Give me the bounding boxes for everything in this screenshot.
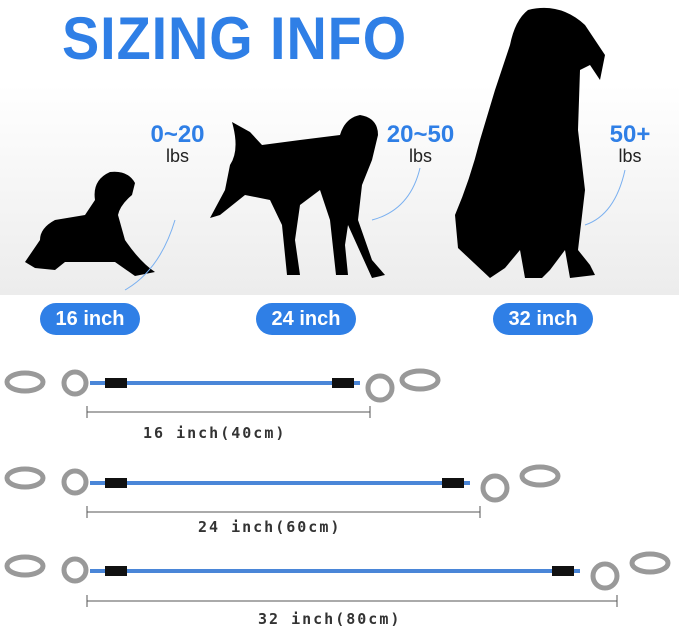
size-badge-32: 32 inch: [493, 303, 593, 335]
size-badge-16: 16 inch: [40, 303, 140, 335]
page-title: SIZING INFO: [62, 5, 408, 72]
leash-24: [4, 464, 561, 503]
weight-label-large: 50+ lbs: [600, 121, 660, 166]
measure-lines: [86, 406, 618, 607]
leash-length-24: 24 inch(60cm): [198, 518, 342, 536]
medium-dog-silhouette: [210, 115, 385, 278]
decorative-swirls: [124, 167, 626, 291]
weight-label-small: 0~20 lbs: [140, 121, 215, 166]
weight-unit: lbs: [618, 146, 642, 166]
weight-label-medium: 20~50 lbs: [378, 121, 463, 166]
leash-32: [4, 551, 671, 591]
leash-length-16: 16 inch(40cm): [143, 424, 287, 442]
weight-unit: lbs: [408, 146, 432, 166]
leash-16: [4, 368, 441, 403]
small-dog-silhouette: [25, 171, 155, 276]
size-badge-24: 24 inch: [256, 303, 356, 335]
large-dog-silhouette: [455, 7, 605, 278]
weight-value: 20~50: [386, 121, 455, 148]
weight-unit: lbs: [165, 146, 189, 166]
weight-value: 50+: [609, 121, 651, 148]
leash-length-32: 32 inch(80cm): [258, 610, 402, 628]
weight-value: 0~20: [150, 121, 205, 148]
